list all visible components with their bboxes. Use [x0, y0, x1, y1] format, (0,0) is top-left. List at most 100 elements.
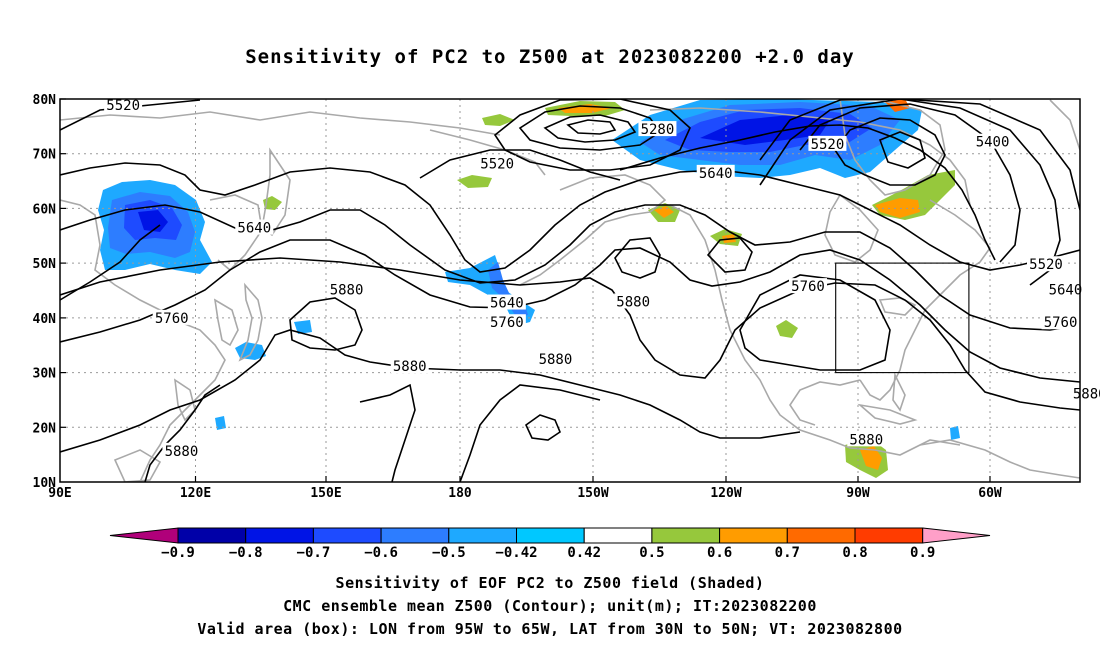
contour-label-bg	[973, 133, 1012, 149]
contour-label: 5760	[155, 311, 189, 327]
shade-pos-central-america-core	[860, 446, 882, 470]
figure-title: Sensitivity of PC2 to Z500 at 2023082200…	[245, 46, 855, 68]
contour-5760	[60, 239, 1080, 383]
contour-labels: 5520 5280 5520 5400 5520 5640 5640 5880 5640 5760…	[104, 97, 1100, 460]
contour-label: 5760	[1044, 315, 1078, 331]
contour-5400-trough	[619, 124, 996, 261]
contour-5520-east-loop	[799, 103, 1021, 263]
contour-label-bg	[487, 294, 526, 310]
contour-label: 5880	[539, 352, 573, 368]
coastline-siberia-north	[60, 111, 501, 136]
lon-label-120w: 120W	[710, 486, 741, 501]
contour-5880-hawaii	[459, 384, 601, 482]
contour-5880-north	[60, 257, 1080, 411]
shade-neg-arctic-core	[700, 115, 830, 145]
colorbar-label-m0.7: −0.7	[297, 545, 331, 561]
longitude-labels: 90E 120E 150E 180 150W 120W 90W 60W	[48, 486, 1002, 501]
colorbar-box-1	[177, 527, 247, 544]
contour-label-bg	[152, 309, 191, 325]
lat-label-70n: 70N	[33, 148, 57, 163]
contour-label-bg	[638, 121, 677, 137]
coastline-great-lakes	[878, 297, 917, 316]
contour-label-bg	[235, 219, 274, 235]
coastline-us-east	[859, 289, 946, 401]
contour-label-bg	[789, 278, 827, 294]
coastlines	[60, 99, 1080, 482]
colorbar-label-0.42: 0.42	[567, 545, 601, 561]
coastline-alaska	[519, 174, 667, 286]
contour-label: 5280	[641, 122, 675, 138]
lon-label-150e: 150E	[310, 486, 341, 501]
contour-label: 5880	[330, 282, 364, 298]
contour-label-bg	[162, 442, 201, 458]
lat-label-30n: 30N	[33, 367, 57, 382]
shade-pos-greenland-core	[875, 198, 920, 218]
contour-label: 5880	[1073, 386, 1100, 402]
contour-label-bg	[1027, 256, 1065, 272]
coastline-florida	[892, 372, 906, 412]
colorbar-box-4	[380, 527, 450, 544]
coastline-borneo	[113, 449, 162, 482]
contour-label: 5640	[1049, 282, 1083, 298]
lat-label-20n: 20N	[33, 421, 57, 436]
contour-5280-low-2	[543, 114, 637, 143]
contour-5880-south	[60, 329, 801, 453]
contour-label: 5880	[165, 444, 199, 460]
coastline-arctic-canada	[649, 107, 971, 206]
contour-label: 5880	[616, 294, 650, 310]
latitude-labels: 80N 70N 60N 50N 40N 30N 20N 10N	[33, 93, 57, 491]
colorbar: −0.9 −0.8 −0.7 −0.6 −0.5 −0.42 0.42 0.5 …	[109, 527, 991, 561]
colorbar-label-m0.42: −0.42	[495, 545, 537, 561]
lon-label-60w: 60W	[978, 486, 1002, 501]
colorbar-right-triangle	[922, 527, 991, 544]
shade-pos-kamchatka	[263, 196, 282, 210]
lon-label-120e: 120E	[180, 486, 211, 501]
contour-label-bg	[104, 97, 143, 113]
contour-5400-east	[834, 117, 946, 186]
contour-label: 5640	[490, 296, 524, 312]
coastline-japan	[238, 282, 263, 362]
lat-label-10n: 10N	[33, 476, 57, 491]
coastline-greenland	[839, 99, 946, 196]
shade-pos-siberia	[457, 175, 492, 188]
shade-neg-japan	[235, 342, 266, 360]
colorbar-label-0.6: 0.6	[707, 545, 732, 561]
colorbar-label-m0.6: −0.6	[364, 545, 398, 561]
contour-5400-outer	[493, 99, 691, 171]
contour-label-bg	[696, 164, 735, 180]
contour-label-bg	[487, 314, 526, 330]
lon-label-90w: 90W	[846, 486, 870, 501]
contour-5880-cutoff-pacific	[289, 297, 363, 351]
contour-label: 5520	[480, 157, 514, 173]
contour-5760-west	[60, 224, 161, 301]
colorbar-label-m0.8: −0.8	[229, 545, 263, 561]
coastline-philippines	[173, 378, 196, 422]
contour-label-bg	[847, 431, 886, 447]
lat-label-50n: 50N	[33, 257, 57, 272]
colorbar-box-7	[583, 527, 653, 544]
contour-5280-east	[878, 131, 926, 169]
coastline-labrador	[929, 199, 992, 291]
plot-frame	[59, 98, 1081, 483]
shade-pos-arctic-small	[482, 114, 515, 126]
caption-line-1: Sensitivity of EOF PC2 to Z500 field (Sh…	[335, 574, 765, 592]
contour-label: 5520	[1029, 257, 1063, 273]
lat-label-60n: 60N	[33, 202, 57, 217]
coastline-gulf	[789, 379, 861, 426]
coastline-hudson	[824, 193, 879, 263]
contour-label-bg	[1041, 314, 1080, 330]
coastline-cuba	[857, 403, 918, 425]
colorbar-box-9	[719, 527, 788, 544]
coastline-east-asia	[60, 199, 226, 482]
caption-line-2: CMC ensemble mean Z500 (Contour); unit(m…	[283, 597, 817, 615]
colorbar-box-10	[786, 527, 856, 544]
contour-label: 5520	[106, 98, 140, 114]
colorbar-box-2	[245, 527, 314, 544]
contour-5640-east-loop	[759, 99, 1061, 286]
caption-line-3: Valid area (box): LON from 95W to 65W, L…	[197, 620, 903, 638]
gridlines	[60, 99, 1080, 482]
coastline-south-america	[919, 439, 1080, 479]
colorbar-label-0.5: 0.5	[639, 545, 664, 561]
colorbar-box-3	[312, 527, 382, 544]
